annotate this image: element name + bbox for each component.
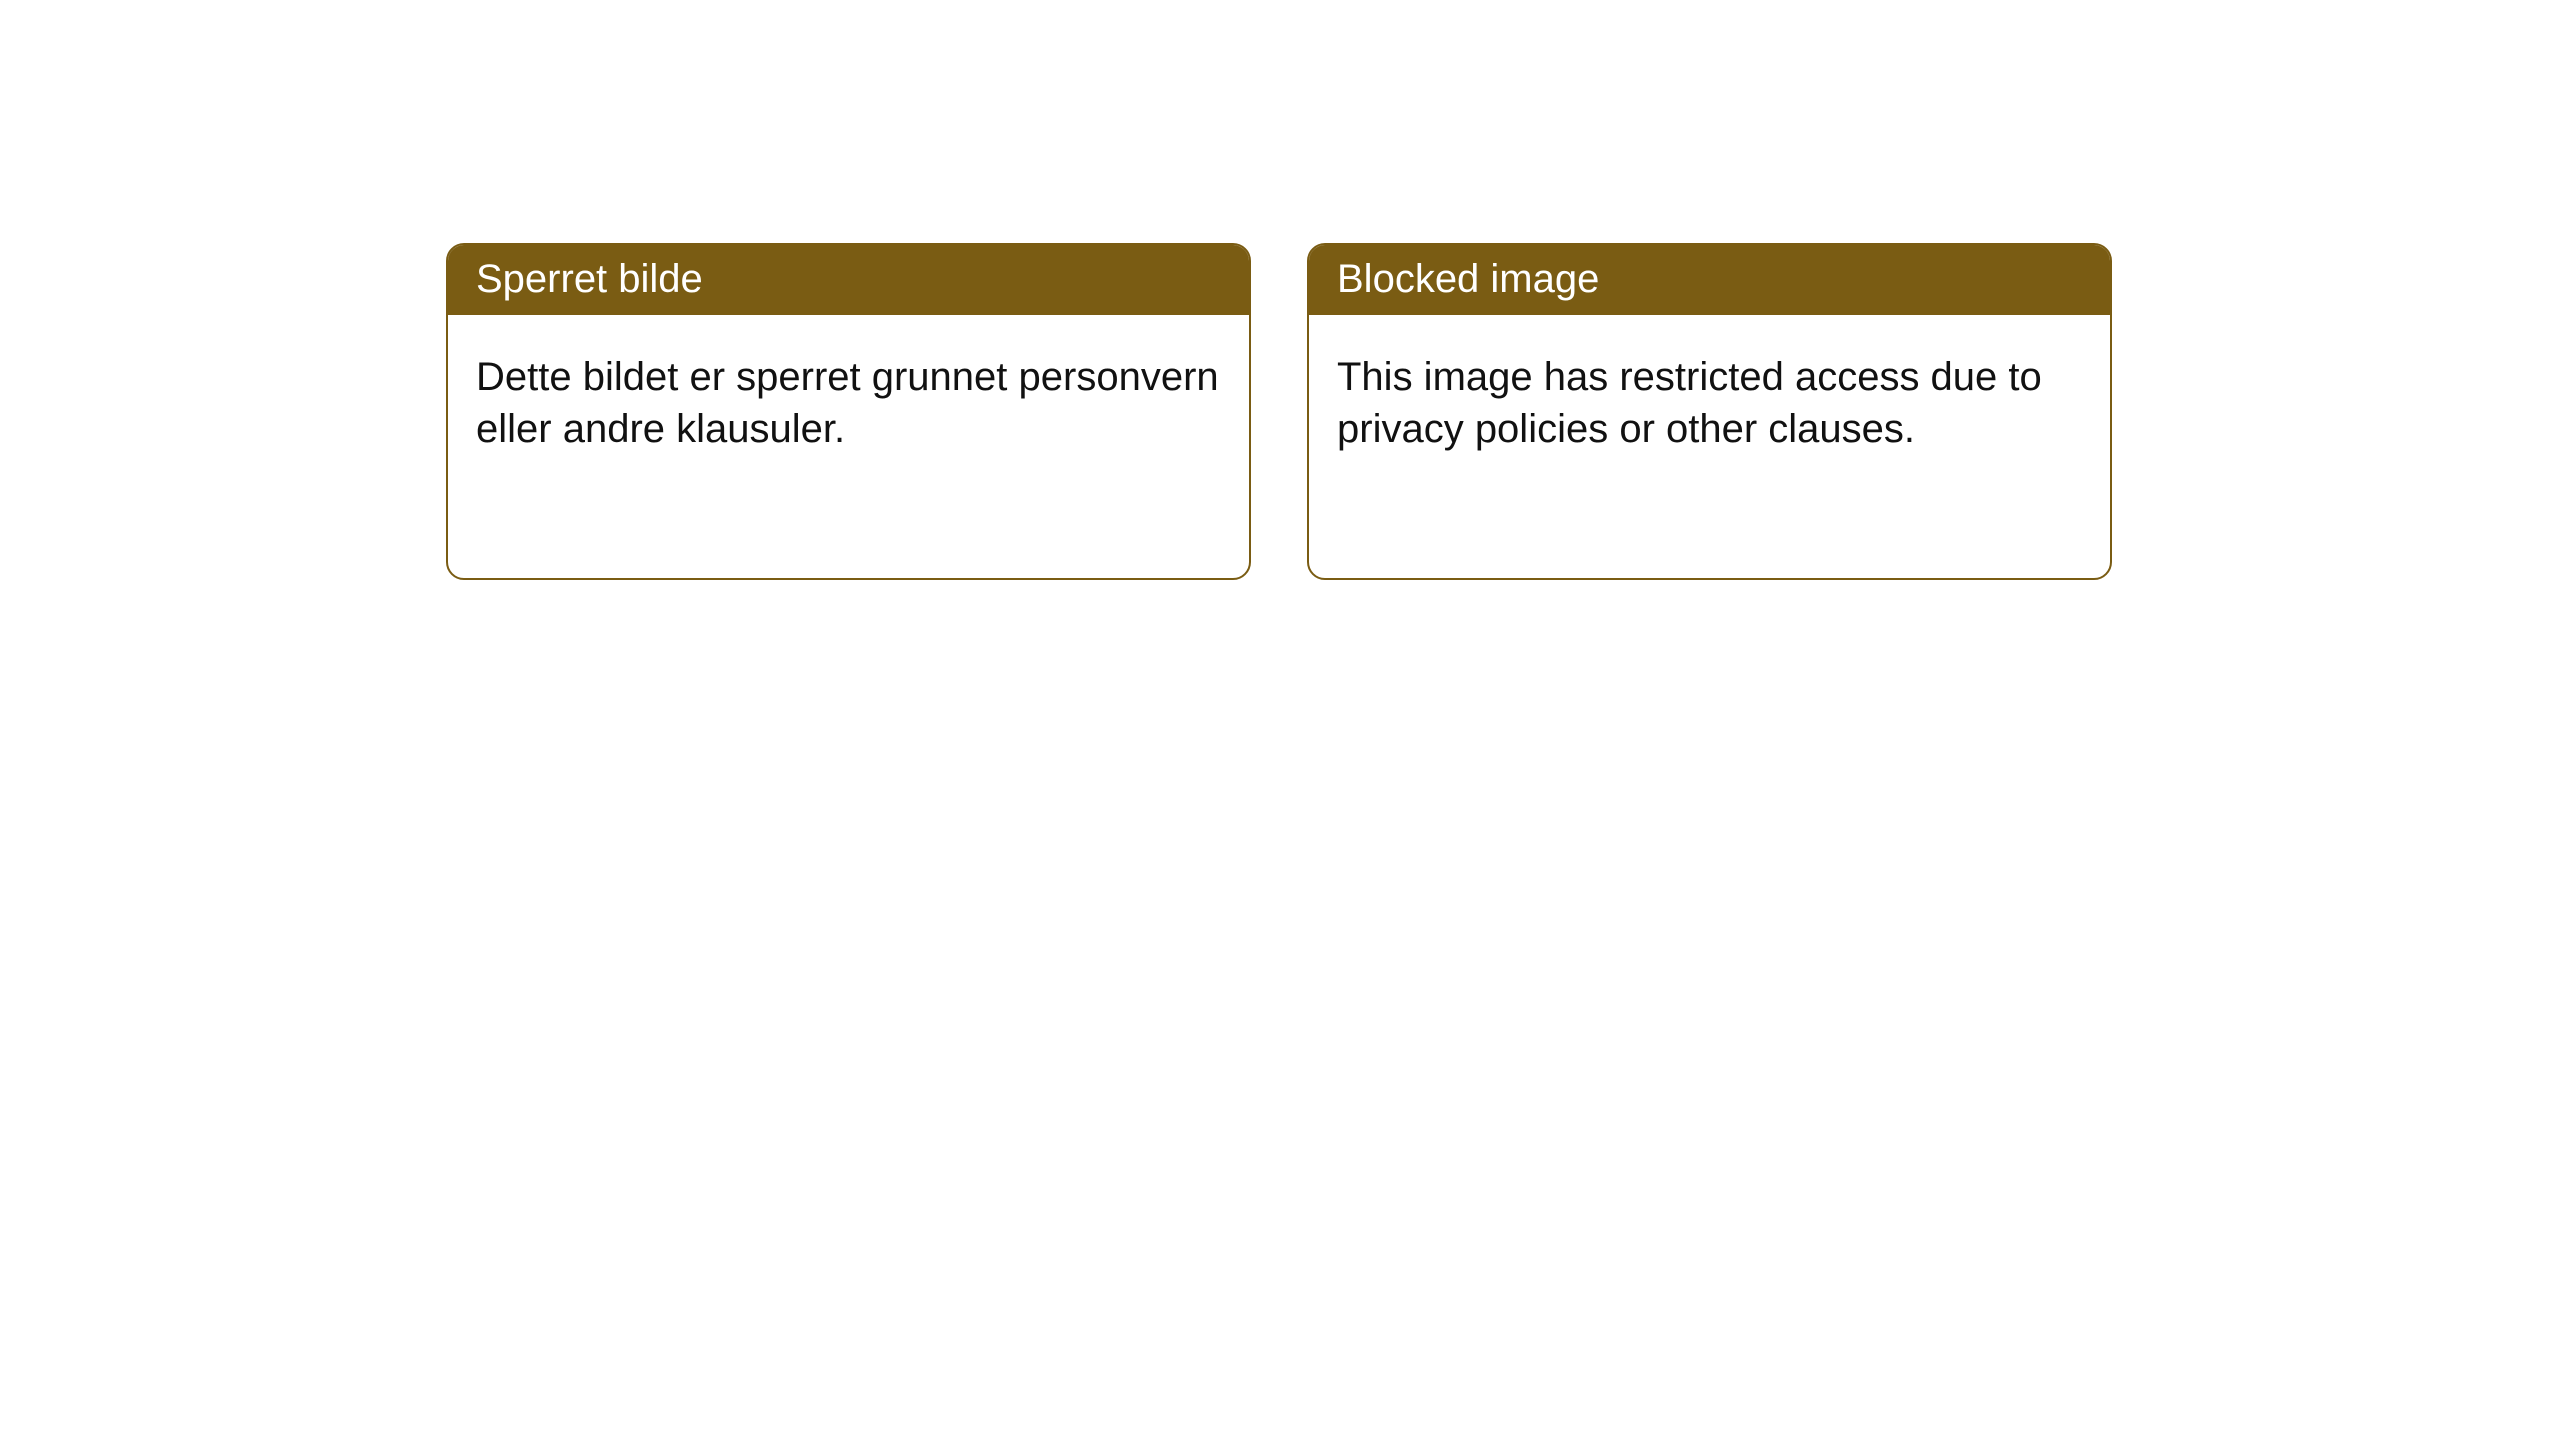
notice-body: This image has restricted access due to …: [1309, 315, 2110, 455]
notice-container: Sperret bilde Dette bildet er sperret gr…: [0, 0, 2560, 580]
notice-card-english: Blocked image This image has restricted …: [1307, 243, 2112, 580]
notice-title: Blocked image: [1309, 245, 2110, 315]
notice-title: Sperret bilde: [448, 245, 1249, 315]
notice-body: Dette bildet er sperret grunnet personve…: [448, 315, 1249, 455]
notice-card-norwegian: Sperret bilde Dette bildet er sperret gr…: [446, 243, 1251, 580]
